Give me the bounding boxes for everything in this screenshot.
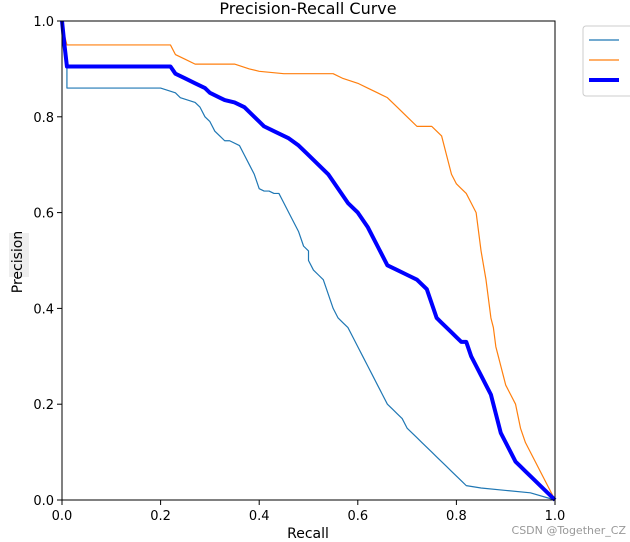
series-line-2 xyxy=(61,20,556,501)
y-axis: 0.0 0.2 0.4 0.6 0.8 1.0 xyxy=(33,15,62,509)
x-tick-label-0: 0.0 xyxy=(52,509,73,524)
x-tick-label-5: 1.0 xyxy=(545,509,566,524)
legend-entries xyxy=(589,39,619,82)
y-tick-label-0: 0.0 xyxy=(33,494,54,509)
chart-title: Precision-Recall Curve xyxy=(219,0,396,18)
legend-box xyxy=(582,25,630,97)
y-tick-label-1: 0.2 xyxy=(33,398,54,413)
y-tick-label-3: 0.6 xyxy=(33,207,54,222)
y-tick-label-5: 1.0 xyxy=(33,15,54,30)
plot-frame xyxy=(61,20,556,501)
series-layer xyxy=(60,20,557,502)
x-axis: 0.0 0.2 0.4 0.6 0.8 1.0 xyxy=(52,500,566,524)
y-axis-label-highlight xyxy=(9,233,29,277)
series-line-3 xyxy=(60,20,557,502)
x-axis-label: Recall xyxy=(287,526,329,542)
x-tick-label-4: 0.8 xyxy=(446,509,467,524)
x-tick-label-2: 0.4 xyxy=(249,509,270,524)
y-tick-label-2: 0.4 xyxy=(33,302,54,317)
watermark-text: CSDN @Together_CZ xyxy=(512,524,627,537)
legend xyxy=(582,25,630,97)
x-tick-label-3: 0.6 xyxy=(347,509,368,524)
x-tick-label-1: 0.2 xyxy=(150,509,171,524)
y-axis-label: Precision xyxy=(10,231,26,293)
y-tick-label-4: 0.8 xyxy=(33,111,54,126)
series-line-1 xyxy=(61,20,556,501)
